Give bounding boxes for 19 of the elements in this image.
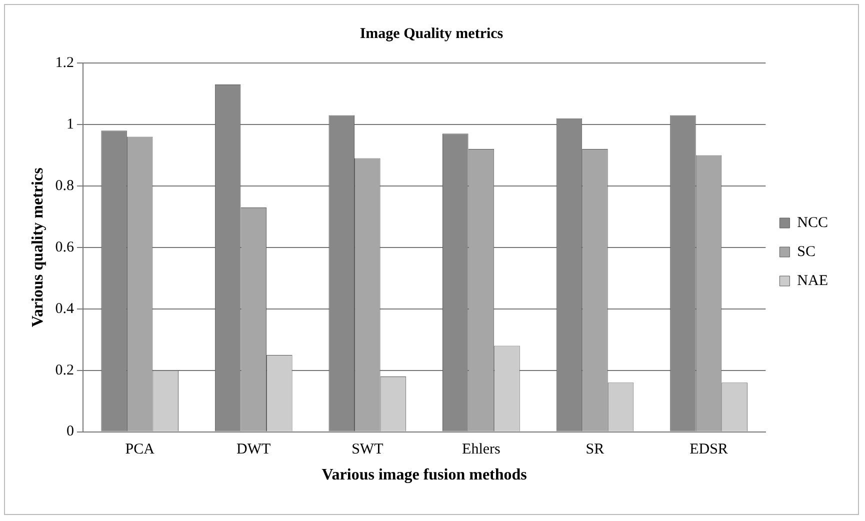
x-tick-label: EDSR [690, 442, 728, 458]
y-tick-label: 1.2 [55, 54, 74, 71]
legend-label: NCC [797, 214, 828, 231]
y-tick-label: 1 [66, 116, 74, 132]
y-tick-label: 0.6 [55, 239, 74, 256]
x-tick-label: Ehlers [462, 442, 501, 458]
y-tick-label: 0.8 [55, 178, 74, 194]
y-tick-label: 0.4 [55, 300, 74, 317]
chart-title: Image Quality metrics [360, 26, 504, 42]
y-axis-title: Various quality metrics [30, 168, 47, 328]
y-tick-label: 0 [66, 424, 74, 440]
x-tick-label: DWT [236, 442, 271, 458]
legend-label: SC [797, 244, 816, 260]
x-tick-label: SR [586, 442, 604, 458]
x-axis-title: Various image fusion methods [322, 466, 527, 484]
x-tick-label: PCA [125, 442, 155, 458]
legend-label: NAE [797, 272, 828, 289]
x-tick-label: SWT [352, 442, 384, 458]
y-tick-label: 0.2 [55, 362, 74, 378]
